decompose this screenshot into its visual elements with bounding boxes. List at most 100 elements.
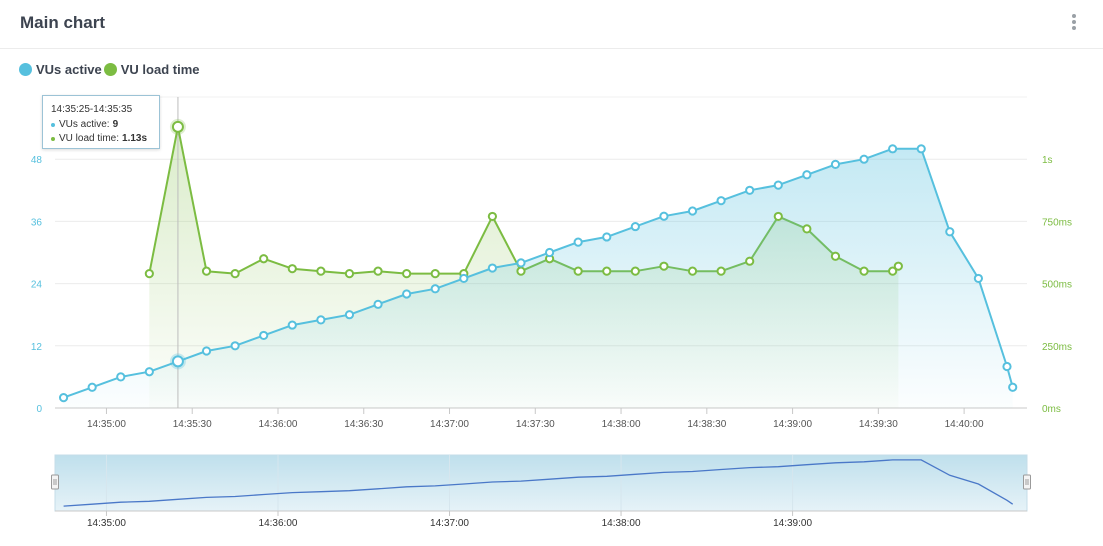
navigator-left-handle[interactable] (51, 474, 59, 490)
x-tick-label: 14:37:00 (430, 419, 469, 430)
vus-point (259, 330, 269, 341)
tooltip-marker-loadtime (51, 137, 55, 141)
vus-point (287, 320, 297, 330)
vus-point (544, 247, 555, 258)
loadtime-point (745, 256, 755, 266)
vus-point (602, 232, 612, 242)
vus-point (916, 144, 926, 154)
vus-point (430, 284, 440, 294)
x-tick-label: 14:39:30 (859, 419, 898, 430)
tooltip-row-vus: VUs active: 9 (51, 118, 159, 132)
x-tick-label: 14:40:00 (945, 419, 984, 430)
chart-title: Main chart (20, 13, 106, 32)
tooltip-range: 14:35:25-14:35:35 (51, 104, 133, 115)
legend-item-vus[interactable]: VUs active (19, 62, 102, 77)
legend-item-loadtime[interactable]: VU load time (103, 62, 200, 77)
tooltip-row-loadtime: VU load time: 1.13s (51, 132, 159, 146)
x-tick-label: 14:38:30 (687, 419, 726, 430)
vus-point (859, 154, 869, 164)
vus-point (201, 346, 212, 356)
vus-point (344, 310, 355, 320)
vus-point (87, 382, 97, 392)
vus-point (373, 299, 383, 309)
vus-point (973, 273, 984, 284)
tooltip-marker-vus (51, 123, 55, 127)
loadtime-point (773, 211, 783, 222)
vus-point (630, 221, 640, 232)
loadtime-point (487, 211, 497, 222)
tooltip-load-label: VU load time: (59, 133, 120, 144)
y-left-tick-label: 48 (31, 155, 43, 166)
vus-point (58, 393, 69, 403)
y-right-tick-label: 0ms (1042, 404, 1061, 415)
loadtime-point (687, 266, 698, 276)
vus-point (516, 258, 526, 268)
navigator-x-tick-label: 14:35:00 (87, 518, 126, 529)
vus-point (171, 355, 184, 368)
vus-point (487, 263, 497, 273)
loadtime-point (171, 120, 184, 133)
loadtime-point (830, 251, 841, 261)
chart-tooltip: 14:35:25-14:35:35 VUs active: 9 VU load … (42, 95, 160, 149)
loadtime-point (344, 269, 355, 279)
loadtime-point (402, 269, 412, 279)
tooltip-vus-label: VUs active: (59, 119, 110, 130)
vus-point (687, 206, 698, 216)
loadtime-point (859, 266, 869, 276)
vus-point (773, 180, 783, 190)
navigator-x-tick-label: 14:38:00 (602, 518, 641, 529)
loadtime-point (893, 261, 903, 271)
loadtime-point (430, 269, 440, 279)
y-right-tick-label: 750ms (1042, 217, 1072, 228)
x-tick-label: 14:36:30 (344, 419, 383, 430)
x-tick-label: 14:36:00 (259, 419, 298, 430)
vus-point (230, 341, 240, 351)
navigator-x-tick-label: 14:37:00 (430, 518, 469, 529)
loadtime-point (373, 266, 383, 276)
vus-point (659, 211, 669, 221)
navigator-x-tick-label: 14:36:00 (259, 518, 298, 529)
legend-marker-vus (19, 62, 32, 76)
x-tick-label: 14:37:30 (516, 419, 555, 430)
navigator-x-tick-label: 14:39:00 (773, 518, 812, 529)
loadtime-point (602, 266, 612, 276)
navigator-right-handle[interactable] (1023, 474, 1031, 490)
legend-label-vus: VUs active (36, 61, 102, 77)
more-vertical-icon[interactable] (1071, 14, 1077, 32)
navigator-series-line (63, 459, 1014, 507)
y-right-tick-label: 1s (1042, 155, 1053, 166)
tooltip-vus-value: 9 (112, 119, 119, 130)
loadtime-point (888, 266, 898, 276)
y-right-tick-label: 250ms (1042, 342, 1072, 353)
loadtime-point (287, 264, 297, 274)
loadtime-point (259, 254, 269, 264)
legend-marker-loadtime (103, 62, 117, 76)
vus-point (802, 170, 812, 180)
x-tick-label: 14:35:00 (87, 419, 126, 430)
y-right-tick-label: 500ms (1042, 280, 1072, 291)
x-tick-label: 14:35:30 (173, 419, 212, 430)
vus-point (888, 144, 898, 154)
loadtime-point (630, 266, 640, 276)
loadtime-point (659, 261, 669, 271)
vus-point (402, 289, 412, 299)
vus-point (830, 159, 841, 169)
y-left-tick-label: 36 (31, 217, 43, 228)
x-tick-label: 14:38:00 (602, 419, 641, 430)
vus-point (144, 367, 154, 377)
loadtime-point (230, 269, 240, 279)
y-left-tick-label: 24 (31, 280, 43, 291)
loadtime-point (144, 269, 154, 279)
navigator-window (54, 454, 1028, 512)
x-tick-label: 14:39:00 (773, 419, 812, 430)
chart-legend: VUs active VU load time (19, 61, 202, 77)
vus-point (945, 227, 955, 237)
vus-point (573, 237, 583, 247)
vus-point (716, 196, 726, 206)
y-left-tick-label: 12 (31, 342, 43, 353)
vus-point (1008, 382, 1018, 392)
loadtime-point (716, 266, 726, 276)
tooltip-load-value: 1.13s (122, 133, 148, 144)
vus-point (1002, 361, 1012, 372)
